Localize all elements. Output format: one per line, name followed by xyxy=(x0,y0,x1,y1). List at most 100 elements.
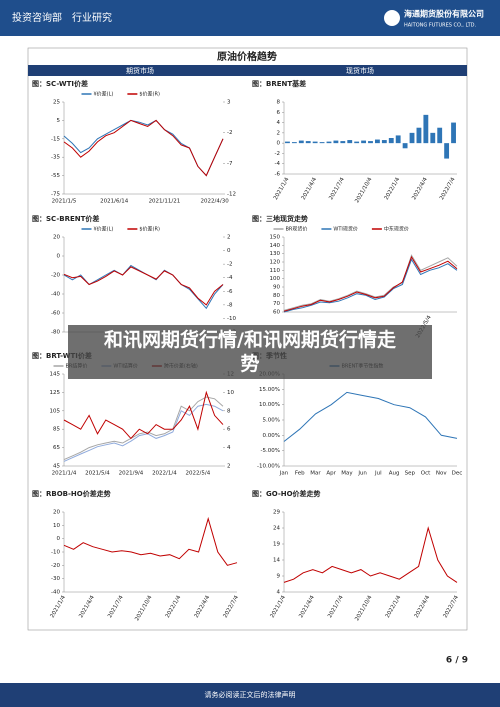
series-line xyxy=(63,516,238,566)
legend-label: 中东现货价 xyxy=(384,226,409,233)
x-tick-label: Jun xyxy=(357,471,367,477)
bar xyxy=(368,141,373,144)
x-tick-label: 2021/5/4 xyxy=(85,471,110,477)
y-tick-label: 15.00% xyxy=(259,387,280,393)
right-heading: 现货市场 xyxy=(346,66,374,75)
y-tick-label: -5.00% xyxy=(261,448,280,454)
y-tick-label: 80 xyxy=(273,293,280,299)
bar xyxy=(437,127,443,144)
y-tick-label: -80 xyxy=(51,330,60,336)
y-tick-label: 14 xyxy=(273,558,280,564)
series-line xyxy=(63,119,224,177)
y-tick-label: 20 xyxy=(53,235,60,241)
left-heading: 期货市场 xyxy=(126,66,154,75)
x-tick-label: 2022/7/4 xyxy=(222,594,240,619)
y2-tick-label: 2 xyxy=(227,464,231,470)
x-tick-label: 2021/6/14 xyxy=(100,199,129,205)
y-tick-label: 5.00% xyxy=(263,418,280,424)
y2-tick-label: -4 xyxy=(227,275,233,281)
y-tick-label: 2 xyxy=(277,130,281,136)
y-tick-label: 125 xyxy=(50,390,61,396)
y-tick-label: -40 xyxy=(51,590,60,596)
series-line xyxy=(283,255,458,312)
panel-border xyxy=(27,47,468,631)
y2-tick-label: -7 xyxy=(227,161,233,167)
bar xyxy=(305,141,311,144)
legend-label: $价差(R) xyxy=(139,226,160,233)
footer: 请务必阅读正文后的法律声明 xyxy=(205,690,296,699)
bar xyxy=(423,114,429,144)
chart-title: 图：BRENT基差 xyxy=(252,79,306,88)
y-tick-label: 145 xyxy=(50,372,61,378)
x-tick-label: 2021/10/4 xyxy=(354,176,374,204)
y-tick-label: 9 xyxy=(277,574,281,580)
y-tick-label: 0.00% xyxy=(263,433,280,439)
series-line xyxy=(283,391,458,442)
panel-heading-bar xyxy=(28,65,467,76)
x-tick-label: 2022/4/4 xyxy=(411,176,429,201)
x-tick-label: Jul xyxy=(374,471,382,477)
company: 海通期货股份有限公司 xyxy=(404,9,484,19)
series-line xyxy=(283,258,458,313)
bar xyxy=(451,122,456,144)
bar xyxy=(409,132,415,144)
y-tick-label: 65 xyxy=(53,445,60,451)
y-tick-label: -6 xyxy=(275,172,281,178)
y-tick-label: 4 xyxy=(277,590,281,596)
y-tick-label: 150 xyxy=(270,235,281,241)
x-tick-label: Dec xyxy=(452,471,463,477)
x-tick-label: 2022/4/30 xyxy=(201,199,230,205)
overlay-title: 和讯网期货行情/和讯网期货行情走势 xyxy=(68,325,432,379)
bar xyxy=(381,140,387,144)
y-tick-label: 90 xyxy=(273,285,280,291)
x-tick-label: 2022/7/4 xyxy=(442,594,460,619)
y-tick-label: -60 xyxy=(51,311,60,317)
x-tick-label: 2021/10/4 xyxy=(134,594,154,622)
chart-title: 图：RBOB-HO价差走势 xyxy=(32,489,111,498)
legend-label: $价差(R) xyxy=(139,91,160,98)
series-line xyxy=(63,390,224,440)
x-tick-label: 2021/10/4 xyxy=(354,594,374,622)
y-tick-label: 130 xyxy=(270,251,281,257)
series-line xyxy=(63,396,224,461)
y2-tick-label: -6 xyxy=(227,289,233,295)
company-en: HAITONG FUTURES CO., LTD. xyxy=(404,23,476,29)
y2-tick-label: -8 xyxy=(227,302,233,308)
header-bar xyxy=(0,0,500,36)
x-tick-label: 2022/4/4 xyxy=(414,594,432,619)
y2-tick-label: -2 xyxy=(227,262,232,268)
y-tick-label: 110 xyxy=(270,268,281,274)
y-tick-label: -35 xyxy=(51,155,60,161)
bar xyxy=(326,141,332,144)
y-tick-label: 5 xyxy=(57,118,61,124)
y2-tick-label: 0 xyxy=(227,248,231,254)
x-tick-label: 2021/1/4 xyxy=(273,176,291,201)
y-tick-label: 60 xyxy=(273,310,280,316)
x-tick-label: Oct xyxy=(421,471,431,477)
y-tick-label: -30 xyxy=(51,576,60,582)
bar xyxy=(361,140,367,144)
x-tick-label: 2022/4/4 xyxy=(194,594,212,619)
y-tick-label: -2 xyxy=(275,151,280,157)
bar xyxy=(374,139,380,144)
y2-tick-label: 2 xyxy=(227,235,231,241)
x-tick-label: 2022/1/4 xyxy=(385,594,403,619)
x-tick-label: 2021/11/21 xyxy=(149,199,181,205)
legend-label: BR现货价 xyxy=(286,226,308,233)
y-tick-label: -20 xyxy=(51,273,60,279)
y2-tick-label: 6 xyxy=(227,427,231,433)
y2-tick-label: -12 xyxy=(227,192,236,198)
chart-title: 图：三地现货走势 xyxy=(252,214,308,223)
y-tick-label: -10.00% xyxy=(257,464,280,470)
y-tick-label: 6 xyxy=(277,110,281,116)
series-line xyxy=(63,264,224,310)
x-tick-label: Feb xyxy=(295,471,305,477)
x-tick-label: Sep xyxy=(405,471,416,477)
y-tick-label: 8 xyxy=(277,100,281,106)
x-tick-label: 2022/1/4 xyxy=(165,594,183,619)
y-tick-label: 24 xyxy=(273,526,280,532)
chart-title: 图：SC-BRENT价差 xyxy=(32,214,99,223)
y-tick-label: 0 xyxy=(277,141,281,147)
page-number: 6 / 9 xyxy=(446,656,468,666)
